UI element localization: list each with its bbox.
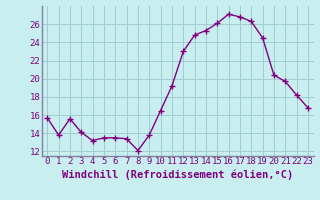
X-axis label: Windchill (Refroidissement éolien,°C): Windchill (Refroidissement éolien,°C) [62,169,293,180]
